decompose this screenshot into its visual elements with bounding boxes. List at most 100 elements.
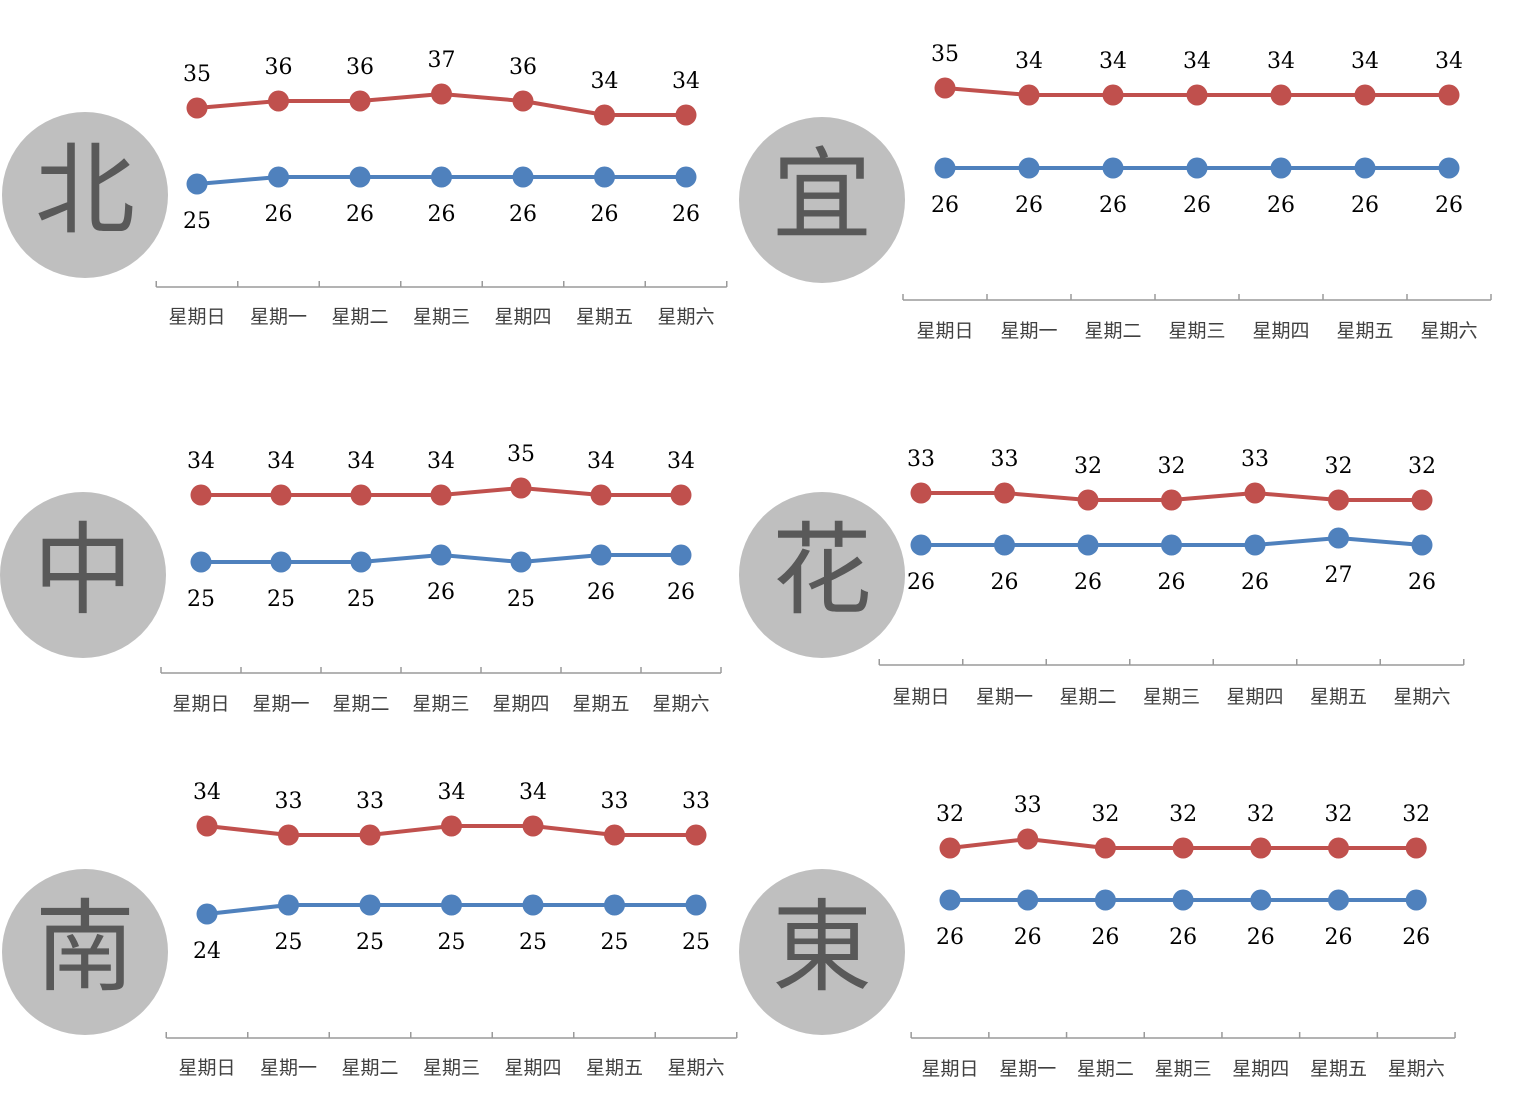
data-label-high: 34 [267, 449, 295, 474]
x-tick-label: 星期一 [1000, 320, 1057, 342]
x-tick-label: 星期二 [332, 693, 389, 715]
data-label-low: 26 [672, 202, 700, 227]
data-point-high [939, 837, 961, 859]
data-label-low: 26 [1325, 925, 1353, 950]
data-label-low: 25 [267, 587, 295, 612]
data-point-high [1328, 837, 1349, 859]
data-point-high [670, 484, 692, 506]
data-point-high [934, 77, 956, 99]
data-point-high [268, 90, 289, 112]
x-tick-label: 星期六 [657, 306, 714, 328]
data-point-low [270, 551, 292, 573]
data-point-high [1405, 837, 1427, 859]
data-point-high [1438, 84, 1460, 106]
data-label-low: 26 [1099, 193, 1127, 218]
data-label-high: 34 [438, 780, 466, 805]
data-point-high [604, 824, 625, 846]
data-point-high [522, 815, 544, 837]
data-label-high: 32 [1402, 802, 1430, 827]
data-point-high [994, 482, 1015, 504]
x-tick-label: 星期一 [999, 1058, 1056, 1080]
data-label-low: 26 [1435, 193, 1463, 218]
data-label-low: 25 [507, 587, 535, 612]
data-label-low: 25 [187, 587, 215, 612]
data-label-low: 25 [519, 930, 547, 955]
data-point-low [1102, 157, 1124, 179]
x-tick-label: 星期三 [423, 1057, 480, 1079]
data-label-high: 34 [591, 69, 619, 94]
data-point-high [1102, 84, 1124, 106]
data-label-low: 26 [991, 570, 1019, 595]
data-point-low [1172, 889, 1194, 911]
data-label-high: 32 [1325, 802, 1353, 827]
data-point-low [1270, 157, 1292, 179]
data-label-low: 26 [1241, 570, 1269, 595]
data-label-low: 26 [936, 925, 964, 950]
data-label-high: 34 [519, 780, 547, 805]
data-point-low [1077, 534, 1099, 556]
x-tick-label: 星期一 [250, 306, 307, 328]
data-label-low: 26 [428, 202, 456, 227]
data-point-low [1438, 157, 1460, 179]
x-tick-label: 星期四 [1232, 1058, 1289, 1080]
data-label-low: 27 [1325, 563, 1353, 588]
data-point-low [1161, 534, 1182, 556]
data-label-low: 26 [1183, 193, 1211, 218]
data-label-high: 34 [1435, 49, 1463, 74]
data-point-low [1328, 889, 1349, 911]
data-label-high: 34 [193, 780, 221, 805]
data-label-low: 26 [1351, 193, 1379, 218]
data-label-low: 26 [667, 580, 695, 605]
data-label-high: 34 [587, 449, 615, 474]
data-point-low [675, 166, 697, 188]
data-point-high [1354, 84, 1376, 106]
data-point-high [430, 484, 452, 506]
data-point-high [1186, 84, 1208, 106]
data-label-high: 34 [1015, 49, 1043, 74]
region-badge [0, 492, 166, 658]
x-tick-label: 星期日 [892, 686, 949, 708]
region-badge [739, 869, 905, 1035]
data-label-high: 34 [347, 449, 375, 474]
x-tick-label: 星期三 [412, 693, 469, 715]
x-tick-label: 星期二 [1084, 320, 1141, 342]
data-label-low: 25 [347, 587, 375, 612]
data-label-low: 26 [1247, 925, 1275, 950]
data-label-low: 26 [587, 580, 615, 605]
data-label-low: 26 [591, 202, 619, 227]
data-point-low [278, 894, 299, 916]
x-tick-label: 星期五 [1336, 320, 1393, 342]
data-label-high: 34 [187, 449, 215, 474]
data-label-high: 32 [1247, 802, 1275, 827]
x-tick-label: 星期六 [1393, 686, 1450, 708]
x-tick-label: 星期日 [168, 306, 225, 328]
x-tick-label: 星期日 [178, 1057, 235, 1079]
data-point-low [431, 166, 452, 188]
data-point-high [278, 824, 299, 846]
data-point-high [196, 815, 218, 837]
data-label-low: 26 [1408, 570, 1436, 595]
region-badge [739, 117, 905, 283]
region-label: 北 [35, 132, 135, 249]
x-tick-label: 星期一 [976, 686, 1033, 708]
data-point-low [994, 534, 1015, 556]
region-label: 東 [772, 889, 872, 1006]
data-point-high [675, 104, 697, 126]
data-point-high [1017, 828, 1039, 850]
data-label-high: 32 [936, 802, 964, 827]
data-point-low [1250, 889, 1272, 911]
data-label-high: 34 [1351, 49, 1379, 74]
data-point-low [430, 544, 452, 566]
x-tick-label: 星期四 [504, 1057, 561, 1079]
data-label-low: 26 [1267, 193, 1295, 218]
data-label-high: 33 [991, 447, 1019, 472]
data-point-low [1411, 534, 1433, 556]
x-tick-label: 星期二 [341, 1057, 398, 1079]
x-tick-label: 星期二 [331, 306, 388, 328]
data-label-low: 26 [265, 202, 293, 227]
data-point-low [670, 544, 692, 566]
